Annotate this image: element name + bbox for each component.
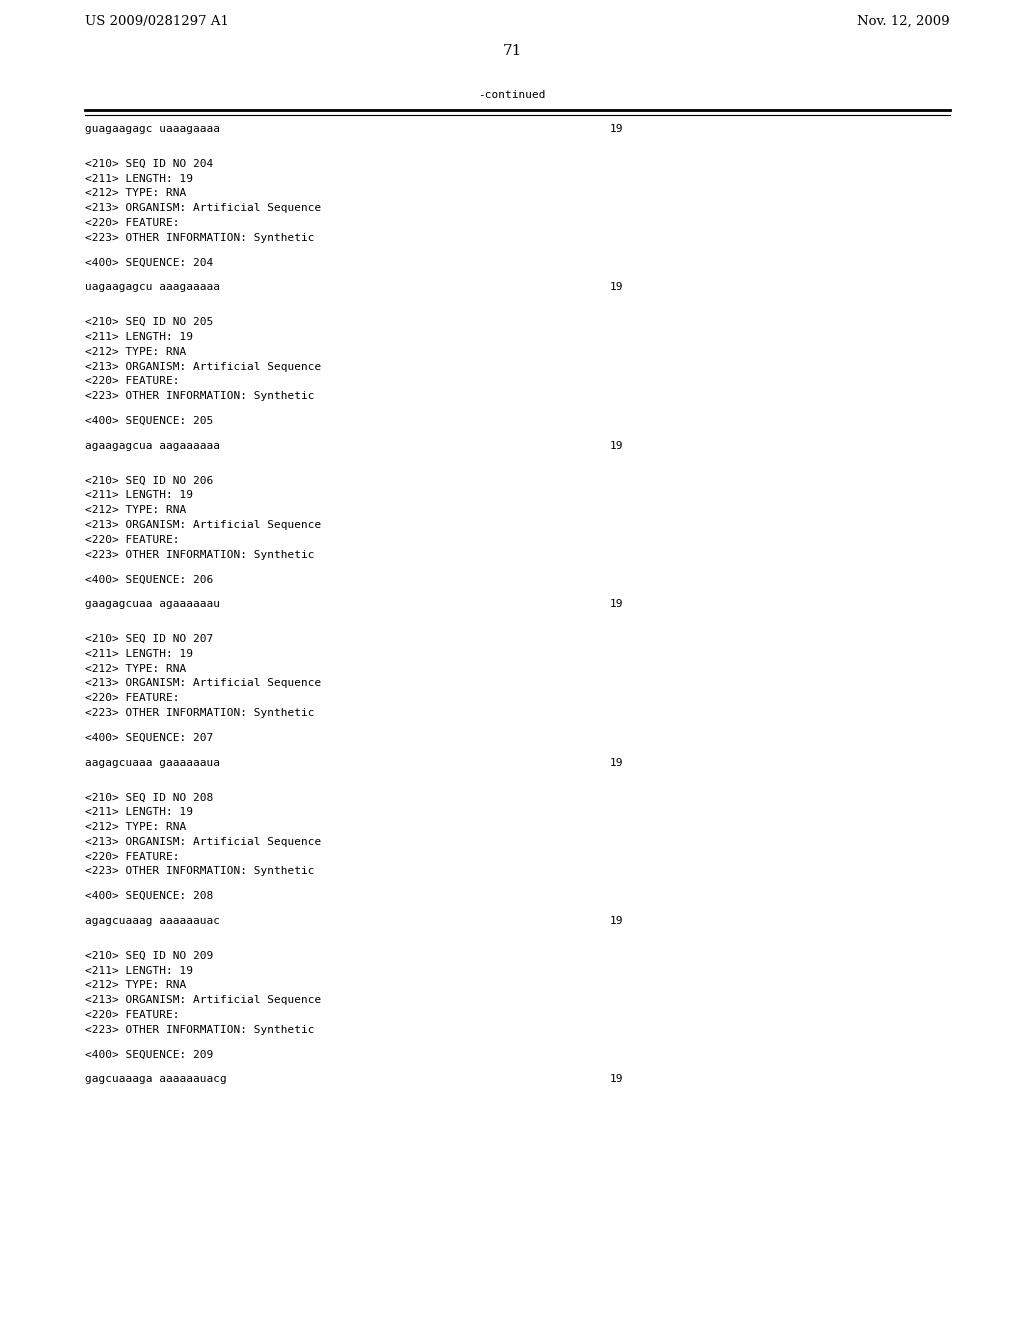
Text: <220> FEATURE:: <220> FEATURE:: [85, 218, 179, 228]
Text: agagcuaaag aaaaaauac: agagcuaaag aaaaaauac: [85, 916, 220, 927]
Text: <223> OTHER INFORMATION: Synthetic: <223> OTHER INFORMATION: Synthetic: [85, 866, 314, 876]
Text: US 2009/0281297 A1: US 2009/0281297 A1: [85, 15, 229, 28]
Text: guagaagagc uaaagaaaa: guagaagagc uaaagaaaa: [85, 124, 220, 135]
Text: 19: 19: [610, 282, 624, 293]
Text: 19: 19: [610, 916, 624, 927]
Text: <210> SEQ ID NO 205: <210> SEQ ID NO 205: [85, 317, 213, 327]
Text: <400> SEQUENCE: 208: <400> SEQUENCE: 208: [85, 891, 213, 902]
Text: <212> TYPE: RNA: <212> TYPE: RNA: [85, 506, 186, 515]
Text: <210> SEQ ID NO 204: <210> SEQ ID NO 204: [85, 158, 213, 169]
Text: 19: 19: [610, 758, 624, 768]
Text: <210> SEQ ID NO 209: <210> SEQ ID NO 209: [85, 950, 213, 961]
Text: <220> FEATURE:: <220> FEATURE:: [85, 535, 179, 545]
Text: <213> ORGANISM: Artificial Sequence: <213> ORGANISM: Artificial Sequence: [85, 678, 322, 689]
Text: agaagagcua aagaaaaaa: agaagagcua aagaaaaaa: [85, 441, 220, 451]
Text: <223> OTHER INFORMATION: Synthetic: <223> OTHER INFORMATION: Synthetic: [85, 391, 314, 401]
Text: <212> TYPE: RNA: <212> TYPE: RNA: [85, 189, 186, 198]
Text: 71: 71: [503, 44, 521, 58]
Text: <400> SEQUENCE: 204: <400> SEQUENCE: 204: [85, 257, 213, 268]
Text: <213> ORGANISM: Artificial Sequence: <213> ORGANISM: Artificial Sequence: [85, 362, 322, 372]
Text: 19: 19: [610, 441, 624, 451]
Text: <220> FEATURE:: <220> FEATURE:: [85, 1010, 179, 1020]
Text: <220> FEATURE:: <220> FEATURE:: [85, 376, 179, 387]
Text: <213> ORGANISM: Artificial Sequence: <213> ORGANISM: Artificial Sequence: [85, 203, 322, 214]
Text: <212> TYPE: RNA: <212> TYPE: RNA: [85, 347, 186, 356]
Text: gaagagcuaa agaaaaaau: gaagagcuaa agaaaaaau: [85, 599, 220, 610]
Text: <400> SEQUENCE: 209: <400> SEQUENCE: 209: [85, 1049, 213, 1060]
Text: <211> LENGTH: 19: <211> LENGTH: 19: [85, 808, 193, 817]
Text: <213> ORGANISM: Artificial Sequence: <213> ORGANISM: Artificial Sequence: [85, 995, 322, 1006]
Text: <210> SEQ ID NO 206: <210> SEQ ID NO 206: [85, 475, 213, 486]
Text: <213> ORGANISM: Artificial Sequence: <213> ORGANISM: Artificial Sequence: [85, 520, 322, 531]
Text: uagaagagcu aaagaaaaa: uagaagagcu aaagaaaaa: [85, 282, 220, 293]
Text: aagagcuaaa gaaaaaaua: aagagcuaaa gaaaaaaua: [85, 758, 220, 768]
Text: 19: 19: [610, 1074, 624, 1085]
Text: <220> FEATURE:: <220> FEATURE:: [85, 693, 179, 704]
Text: 19: 19: [610, 599, 624, 610]
Text: <223> OTHER INFORMATION: Synthetic: <223> OTHER INFORMATION: Synthetic: [85, 708, 314, 718]
Text: <212> TYPE: RNA: <212> TYPE: RNA: [85, 664, 186, 673]
Text: <213> ORGANISM: Artificial Sequence: <213> ORGANISM: Artificial Sequence: [85, 837, 322, 847]
Text: <211> LENGTH: 19: <211> LENGTH: 19: [85, 491, 193, 500]
Text: <211> LENGTH: 19: <211> LENGTH: 19: [85, 966, 193, 975]
Text: <210> SEQ ID NO 208: <210> SEQ ID NO 208: [85, 792, 213, 803]
Text: <211> LENGTH: 19: <211> LENGTH: 19: [85, 333, 193, 342]
Text: <223> OTHER INFORMATION: Synthetic: <223> OTHER INFORMATION: Synthetic: [85, 232, 314, 243]
Text: <211> LENGTH: 19: <211> LENGTH: 19: [85, 649, 193, 659]
Text: <400> SEQUENCE: 205: <400> SEQUENCE: 205: [85, 416, 213, 426]
Text: <400> SEQUENCE: 207: <400> SEQUENCE: 207: [85, 733, 213, 743]
Text: 19: 19: [610, 124, 624, 135]
Text: <211> LENGTH: 19: <211> LENGTH: 19: [85, 174, 193, 183]
Text: <223> OTHER INFORMATION: Synthetic: <223> OTHER INFORMATION: Synthetic: [85, 1024, 314, 1035]
Text: <223> OTHER INFORMATION: Synthetic: <223> OTHER INFORMATION: Synthetic: [85, 549, 314, 560]
Text: gagcuaaaga aaaaaauacg: gagcuaaaga aaaaaauacg: [85, 1074, 226, 1085]
Text: <212> TYPE: RNA: <212> TYPE: RNA: [85, 822, 186, 832]
Text: <400> SEQUENCE: 206: <400> SEQUENCE: 206: [85, 574, 213, 585]
Text: <220> FEATURE:: <220> FEATURE:: [85, 851, 179, 862]
Text: <212> TYPE: RNA: <212> TYPE: RNA: [85, 981, 186, 990]
Text: -continued: -continued: [478, 90, 546, 100]
Text: Nov. 12, 2009: Nov. 12, 2009: [857, 15, 950, 28]
Text: <210> SEQ ID NO 207: <210> SEQ ID NO 207: [85, 634, 213, 644]
